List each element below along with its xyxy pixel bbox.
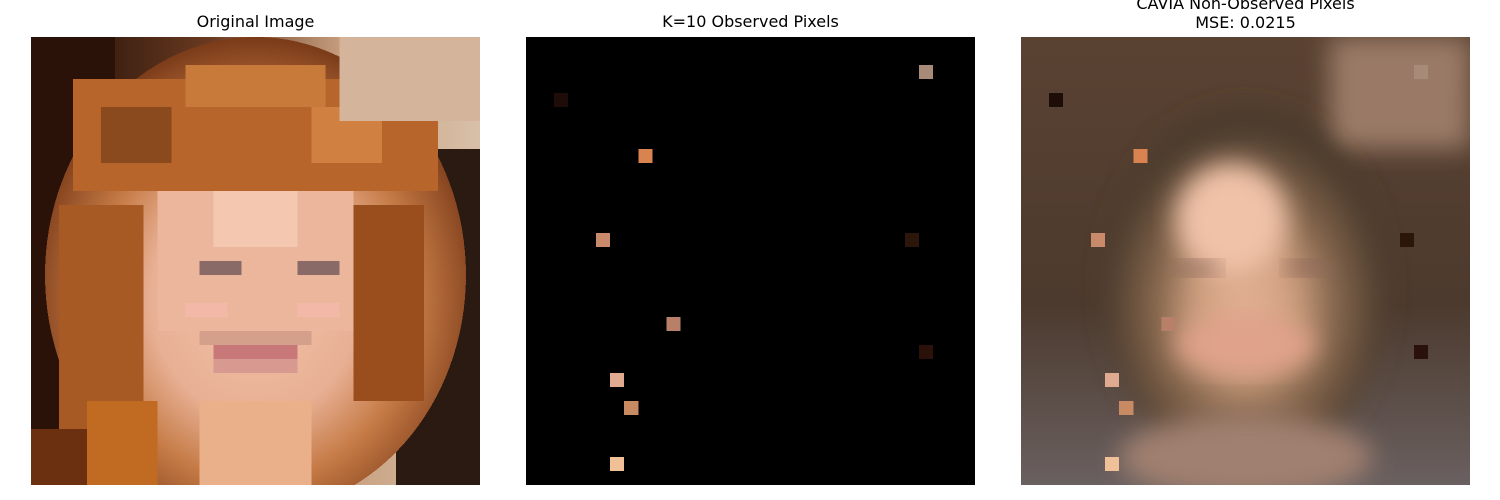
cavia-observed-pixel-3: [1091, 233, 1106, 247]
cavia-title-line2: MSE: 0.0215: [1195, 13, 1296, 32]
observed-pixel-9: [610, 457, 625, 471]
cavia-title-line1: CAVIA Non-Observed Pixels: [1136, 0, 1355, 13]
cavia-observed-pixel-1: [1049, 93, 1064, 107]
observed-pixel-6: [918, 345, 933, 359]
original-image-title: Original Image: [31, 12, 480, 31]
observed-pixel-7: [610, 373, 625, 387]
cavia-title: CAVIA Non-Observed Pixels MSE: 0.0215: [1021, 0, 1470, 32]
observed-pixel-3: [596, 233, 611, 247]
cavia-observed-pixel-5: [1161, 317, 1176, 331]
observed-pixels-grid: [526, 37, 975, 485]
original-image: [31, 37, 480, 485]
cavia-reconstruction-image: [1021, 37, 1470, 485]
cavia-observed-pixel-2: [1133, 149, 1148, 163]
observed-pixel-2: [638, 149, 653, 163]
cavia-observed-pixel-4: [1399, 233, 1414, 247]
cavia-observed-pixel-8: [1119, 401, 1134, 415]
original-image-title-text: Original Image: [196, 12, 315, 31]
observed-pixel-4: [904, 233, 919, 247]
observed-pixel-8: [624, 401, 639, 415]
cavia-observed-pixel-9: [1105, 457, 1120, 471]
cavia-reconstruction-pixels: [1021, 37, 1470, 485]
observed-pixels-image: [526, 37, 975, 485]
original-image-pixels: [31, 37, 480, 485]
observed-pixels-title-text: K=10 Observed Pixels: [662, 12, 839, 31]
cavia-observed-pixel-7: [1105, 373, 1120, 387]
observed-pixel-0: [918, 65, 933, 79]
observed-pixels-title: K=10 Observed Pixels: [526, 12, 975, 31]
observed-pixel-5: [666, 317, 681, 331]
observed-pixel-1: [554, 93, 569, 107]
cavia-observed-pixel-0: [1413, 65, 1428, 79]
cavia-observed-pixel-6: [1413, 345, 1428, 359]
